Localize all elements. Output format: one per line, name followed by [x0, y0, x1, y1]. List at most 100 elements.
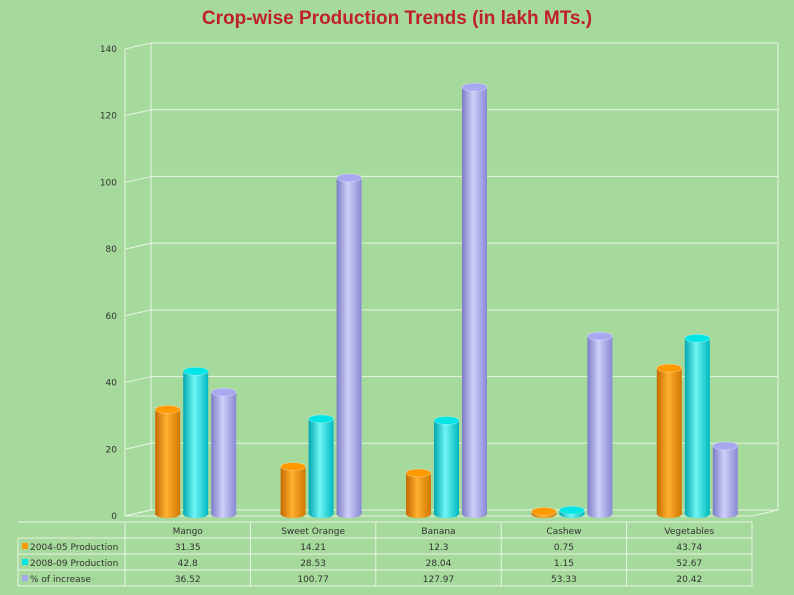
bar-body: [308, 418, 334, 514]
gridline-side: [124, 175, 152, 183]
gridline-side: [124, 376, 152, 384]
data-value-label: 28.04: [426, 559, 452, 569]
category-label: Vegetables: [664, 527, 714, 537]
data-value-label: 14.21: [300, 543, 326, 553]
bar-top-cap: [712, 441, 739, 451]
y-tick-label: 100: [100, 178, 117, 188]
bar-body: [462, 87, 487, 515]
bar-banana-series-2: [461, 82, 488, 518]
bar-mango-series-0: [154, 405, 181, 518]
bar-top-cap: [684, 333, 711, 343]
gridline-side: [124, 109, 152, 117]
bar-mango-series-2: [210, 387, 237, 518]
bar-cashew-series-1: [559, 505, 585, 518]
bar-banana-series-1: [433, 416, 460, 518]
bar-top-cap: [559, 505, 585, 515]
gridline-side: [124, 242, 152, 250]
bar-vegetables-series-1: [684, 333, 711, 518]
bar-body: [183, 371, 209, 514]
legend-label: 2004-05 Production: [30, 543, 118, 553]
bar-bottom-cap: [406, 510, 431, 518]
data-value-label: 100.77: [297, 575, 329, 585]
category-label: Cashew: [546, 527, 581, 537]
bar-sweet-orange-series-1: [308, 414, 335, 518]
bar-body: [684, 338, 710, 514]
data-value-label: 1.15: [554, 559, 574, 569]
bar-banana-series-0: [405, 468, 432, 518]
gridline-side: [124, 442, 152, 450]
bar-bottom-cap: [587, 510, 613, 518]
bar-sweet-orange-series-2: [336, 173, 363, 518]
bar-bottom-cap: [684, 510, 710, 518]
y-tick-label: 0: [111, 512, 117, 522]
bar-vegetables-series-2: [712, 441, 739, 518]
category-label: Banana: [421, 527, 455, 537]
y-tick-label: 80: [106, 245, 118, 255]
bar-top-cap: [433, 416, 460, 425]
bar-cashew-series-2: [587, 331, 613, 518]
y-tick-label: 20: [106, 445, 118, 455]
bar-bottom-cap: [183, 510, 209, 518]
data-value-label: 127.97: [423, 575, 455, 585]
y-tick-label: 140: [100, 45, 117, 55]
bar-top-cap: [280, 462, 307, 471]
bar-bottom-cap: [155, 510, 181, 518]
bar-top-cap: [656, 363, 683, 373]
bar-bottom-cap: [434, 510, 459, 518]
bar-bottom-cap: [308, 510, 334, 518]
bar-mango-series-1: [182, 366, 209, 518]
bar-bottom-cap: [211, 510, 237, 518]
chart-title: Crop-wise Production Trends (in lakh MTs…: [201, 8, 593, 29]
bar-bottom-cap: [462, 510, 487, 518]
bar-bottom-cap: [712, 510, 738, 518]
bar-body: [155, 409, 181, 514]
bars-layer: [154, 82, 739, 518]
legend-swatch: [22, 559, 28, 565]
bar-body: [587, 336, 613, 514]
y-tick-label: 40: [106, 379, 118, 389]
data-value-label: 20.42: [676, 575, 702, 585]
bar-top-cap: [531, 507, 557, 516]
bar-body: [211, 392, 237, 514]
bar-sweet-orange-series-0: [280, 462, 307, 518]
data-value-label: 28.53: [300, 559, 326, 569]
data-value-label: 42.8: [178, 559, 198, 569]
bar-bottom-cap: [280, 510, 306, 518]
bar-cashew-series-0: [531, 507, 557, 518]
bar-top-cap: [587, 331, 613, 341]
bar-body: [656, 368, 682, 514]
legend-swatch: [22, 575, 28, 581]
data-value-label: 43.74: [676, 543, 702, 553]
bar-body: [434, 420, 459, 514]
data-table: Mango Sweet Orange Banana Cashew Vegetables 2…: [17, 521, 753, 587]
bar-top-cap: [308, 414, 335, 424]
bar-top-cap: [461, 82, 488, 92]
bar-bottom-cap: [336, 510, 362, 518]
bar-bottom-cap: [656, 510, 682, 518]
legend-swatch: [22, 543, 28, 549]
bar-body: [712, 445, 738, 514]
data-value-label: 12.3: [428, 543, 448, 553]
bar-top-cap: [405, 468, 432, 478]
gridline-side: [124, 309, 152, 317]
bar-top-cap: [210, 387, 237, 397]
bar-top-cap: [154, 405, 181, 414]
data-value-label: 36.52: [175, 575, 201, 585]
bar-top-cap: [182, 366, 209, 376]
bar-vegetables-series-0: [656, 363, 683, 518]
y-tick-label: 120: [100, 112, 117, 122]
data-value-label: 53.33: [551, 575, 577, 585]
data-value-label: 0.75: [554, 543, 574, 553]
y-tick-label: 60: [106, 312, 118, 322]
data-value-label: 31.35: [175, 543, 201, 553]
category-label: Mango: [173, 527, 204, 537]
legend-label: % of increase: [30, 575, 91, 585]
bar-body: [406, 472, 431, 514]
category-label: Sweet Orange: [281, 527, 345, 537]
data-value-label: 52.67: [676, 559, 702, 569]
bar-body: [280, 466, 306, 514]
legend-label: 2008-09 Production: [30, 559, 118, 569]
bar-top-cap: [336, 173, 363, 183]
bar-body: [336, 177, 362, 514]
